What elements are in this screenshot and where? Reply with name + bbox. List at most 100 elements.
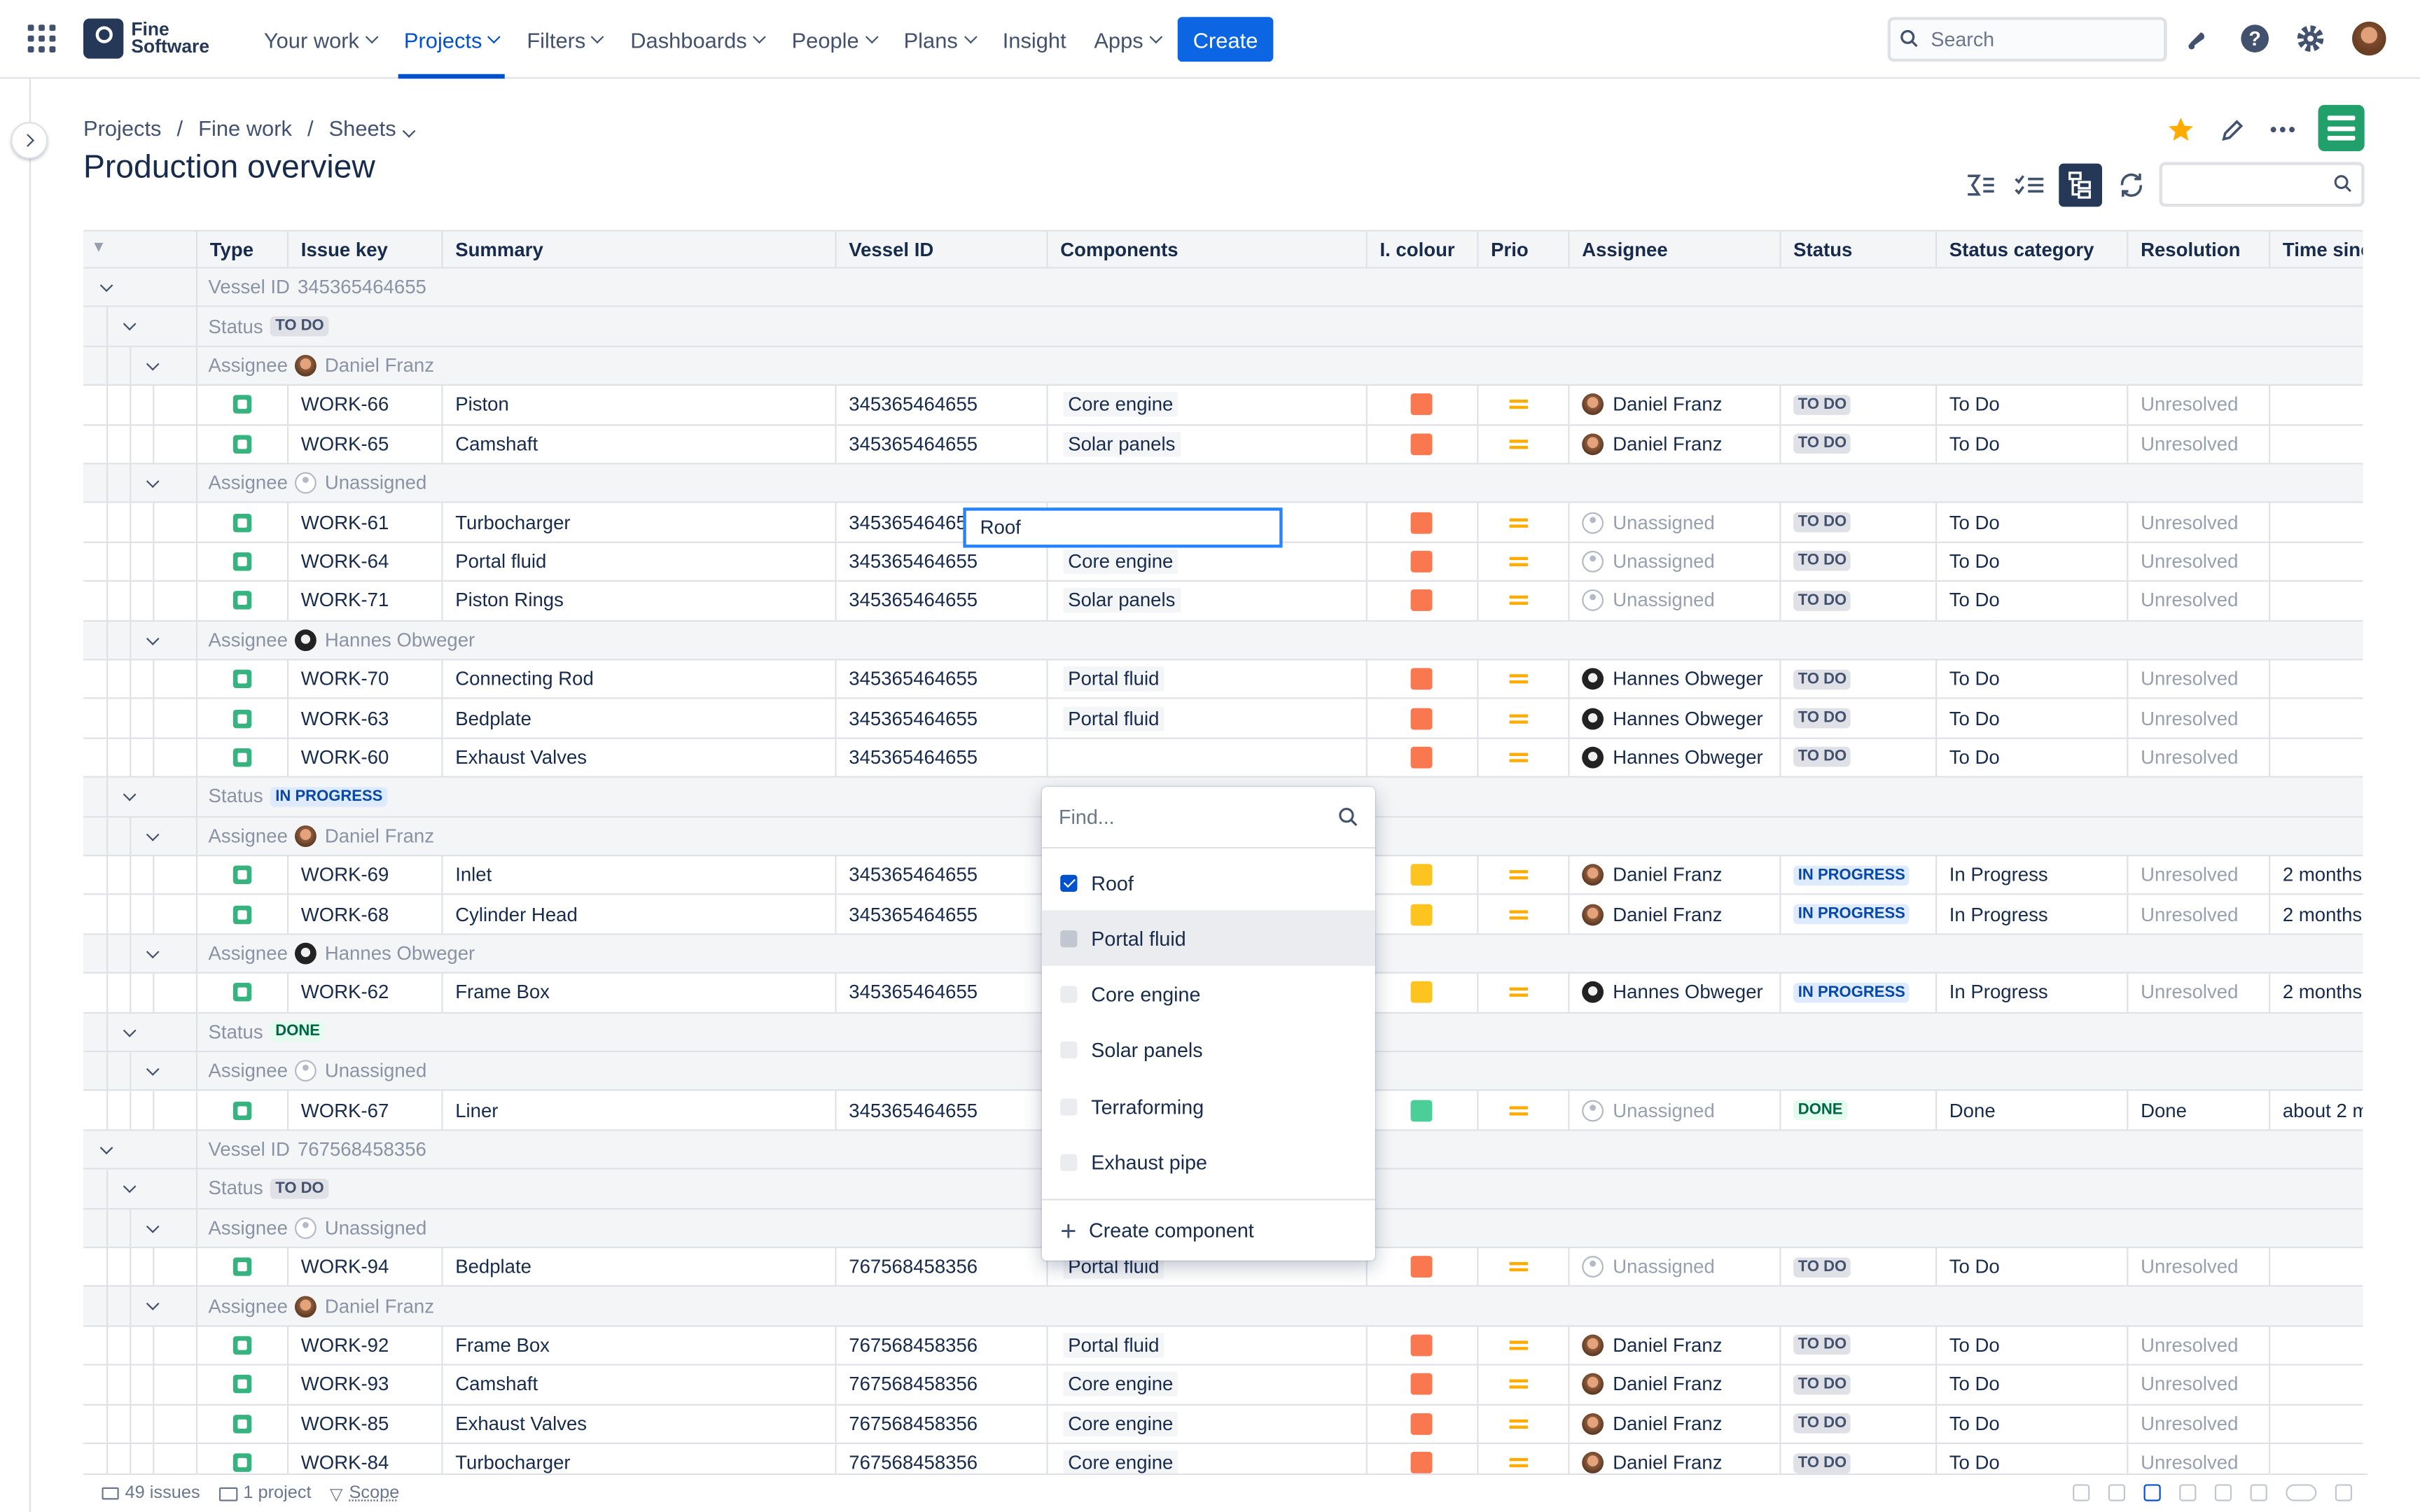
resolution-cell[interactable]: Done bbox=[2127, 1091, 2269, 1129]
chevron-down-icon[interactable] bbox=[123, 1023, 137, 1037]
issue-colour-cell[interactable] bbox=[1365, 425, 1477, 463]
components-cell[interactable]: Core engine bbox=[1046, 1405, 1365, 1443]
nav-item-projects[interactable]: Projects bbox=[391, 0, 511, 79]
issue-key-cell[interactable]: WORK-94 bbox=[286, 1248, 441, 1286]
time-since-cell[interactable] bbox=[2269, 699, 2363, 738]
resolution-cell[interactable]: Unresolved bbox=[2127, 738, 2269, 777]
vessel-id-cell[interactable]: 345365464655 bbox=[835, 425, 1046, 463]
column-header[interactable]: Vessel ID bbox=[835, 231, 1046, 267]
issue-colour-cell[interactable] bbox=[1365, 738, 1477, 777]
edit-pencil-icon[interactable] bbox=[2215, 113, 2248, 146]
table-row[interactable]: WORK-94 Bedplate 767568458356 Portal fluid U… bbox=[83, 1248, 2363, 1288]
issue-colour-cell[interactable] bbox=[1365, 856, 1477, 895]
vessel-id-cell[interactable]: 345365464655 bbox=[835, 974, 1046, 1011]
resolution-cell[interactable]: Unresolved bbox=[2127, 386, 2269, 424]
issue-colour-cell[interactable] bbox=[1365, 1444, 1477, 1474]
vessel-id-cell[interactable]: 767568458356 bbox=[835, 1444, 1046, 1474]
assignee-cell[interactable]: Hannes Obweger bbox=[1568, 660, 1779, 699]
assignee-cell[interactable]: Hannes Obweger bbox=[1568, 738, 1779, 777]
vessel-id-cell[interactable]: 345365464655 bbox=[835, 856, 1046, 895]
summary-cell[interactable]: Connecting Rod bbox=[441, 660, 835, 699]
sheets-app-icon[interactable] bbox=[2318, 104, 2365, 152]
issue-key-cell[interactable]: WORK-67 bbox=[286, 1091, 441, 1129]
component-option[interactable]: Roof bbox=[1042, 855, 1375, 910]
issue-colour-cell[interactable] bbox=[1365, 1366, 1477, 1404]
nav-item-your-work[interactable]: Your work bbox=[251, 0, 389, 78]
column-header[interactable]: Components bbox=[1046, 231, 1365, 267]
time-since-cell[interactable] bbox=[2269, 542, 2363, 581]
status-category-cell[interactable]: To Do bbox=[1935, 1248, 2127, 1286]
chevron-down-icon[interactable] bbox=[146, 357, 160, 371]
summary-cell[interactable]: Bedplate bbox=[441, 1248, 835, 1286]
time-since-cell[interactable] bbox=[2269, 738, 2363, 777]
resolution-cell[interactable]: Unresolved bbox=[2127, 425, 2269, 463]
column-header[interactable]: I. colour bbox=[1365, 231, 1477, 267]
priority-cell[interactable] bbox=[1477, 542, 1568, 581]
components-cell-editor[interactable]: Roof bbox=[963, 507, 1283, 548]
table-row[interactable]: WORK-63 Bedplate 345365464655 Portal fluid H… bbox=[83, 699, 2363, 739]
components-cell[interactable]: Portal fluid bbox=[1046, 699, 1365, 738]
components-cell[interactable]: Core engine bbox=[1046, 542, 1365, 581]
status-category-cell[interactable]: To Do bbox=[1935, 699, 2127, 738]
component-option[interactable]: Portal fluid bbox=[1041, 911, 1375, 967]
chevron-down-icon[interactable] bbox=[146, 475, 160, 489]
component-option[interactable]: Terraforming bbox=[1042, 1079, 1375, 1134]
time-since-cell[interactable]: about 2 m bbox=[2269, 1091, 2363, 1129]
issue-key-cell[interactable]: WORK-66 bbox=[286, 386, 441, 424]
time-since-cell[interactable] bbox=[2269, 1444, 2363, 1474]
status-cell[interactable]: TO DO bbox=[1779, 699, 1935, 738]
table-row[interactable]: WORK-62 Frame Box 345365464655 Hannes Obweg… bbox=[83, 974, 2363, 1014]
footer-search-icon[interactable] bbox=[2179, 1484, 2197, 1502]
chevron-down-icon[interactable] bbox=[123, 318, 137, 332]
vessel-id-cell[interactable]: 767568458356 bbox=[835, 1366, 1046, 1404]
footer-fullscreen-icon[interactable] bbox=[2335, 1484, 2353, 1502]
issue-colour-cell[interactable] bbox=[1365, 660, 1477, 699]
assignee-cell[interactable]: Daniel Franz bbox=[1568, 895, 1779, 933]
priority-cell[interactable] bbox=[1477, 1444, 1568, 1474]
issue-colour-cell[interactable] bbox=[1365, 1248, 1477, 1286]
priority-cell[interactable] bbox=[1477, 1366, 1568, 1404]
issue-key-cell[interactable]: WORK-84 bbox=[286, 1444, 441, 1474]
search-input[interactable]: Search bbox=[1887, 17, 2167, 62]
column-header[interactable]: Status category bbox=[1935, 231, 2127, 267]
issue-colour-cell[interactable] bbox=[1365, 1091, 1477, 1129]
issue-colour-cell[interactable] bbox=[1365, 895, 1477, 933]
table-row[interactable]: WORK-85 Exhaust Valves 767568458356 Core en… bbox=[83, 1405, 2363, 1445]
column-header[interactable]: Summary bbox=[441, 231, 835, 267]
chevron-down-icon[interactable] bbox=[146, 1063, 160, 1076]
status-category-cell[interactable]: To Do bbox=[1935, 1444, 2127, 1474]
time-since-cell[interactable]: 2 months bbox=[2269, 895, 2363, 933]
assignee-cell[interactable]: Daniel Franz bbox=[1568, 1405, 1779, 1443]
status-cell[interactable]: TO DO bbox=[1779, 1326, 1935, 1364]
resolution-cell[interactable]: Unresolved bbox=[2127, 1366, 2269, 1404]
group-row[interactable]: Assignee Unassigned bbox=[83, 464, 2363, 504]
summary-cell[interactable]: Inlet bbox=[441, 856, 835, 895]
expand-sidebar-button[interactable] bbox=[11, 122, 48, 160]
components-cell[interactable]: Core engine bbox=[1046, 1444, 1365, 1474]
time-since-cell[interactable] bbox=[2269, 386, 2363, 424]
vessel-id-cell[interactable]: 345365464655 bbox=[835, 582, 1046, 620]
issue-key-cell[interactable]: WORK-62 bbox=[286, 974, 441, 1011]
resolution-cell[interactable]: Unresolved bbox=[2127, 1326, 2269, 1364]
issue-key-cell[interactable]: WORK-61 bbox=[286, 503, 441, 542]
assignee-cell[interactable]: Hannes Obweger bbox=[1568, 699, 1779, 738]
status-category-cell[interactable]: To Do bbox=[1935, 660, 2127, 699]
priority-cell[interactable] bbox=[1477, 1405, 1568, 1443]
table-row[interactable]: WORK-65 Camshaft 345365464655 Solar panels D… bbox=[83, 425, 2363, 465]
group-hierarchy-icon[interactable] bbox=[2059, 163, 2102, 207]
status-category-cell[interactable]: To Do bbox=[1935, 503, 2127, 542]
status-cell[interactable]: TO DO bbox=[1779, 582, 1935, 620]
assignee-cell[interactable]: Unassigned bbox=[1568, 542, 1779, 581]
star-icon[interactable] bbox=[2164, 113, 2197, 146]
resolution-cell[interactable]: Unresolved bbox=[2127, 974, 2269, 1011]
breadcrumb-fine-work[interactable]: Fine work bbox=[198, 115, 292, 141]
priority-cell[interactable] bbox=[1477, 660, 1568, 699]
status-category-cell[interactable]: To Do bbox=[1935, 542, 2127, 581]
chevron-down-icon[interactable] bbox=[146, 1297, 160, 1311]
column-header[interactable]: Assignee bbox=[1568, 231, 1779, 267]
priority-cell[interactable] bbox=[1477, 974, 1568, 1011]
status-category-cell[interactable]: In Progress bbox=[1935, 856, 2127, 895]
time-since-cell[interactable] bbox=[2269, 503, 2363, 542]
issue-colour-cell[interactable] bbox=[1365, 386, 1477, 424]
resolution-cell[interactable]: Unresolved bbox=[2127, 1444, 2269, 1474]
